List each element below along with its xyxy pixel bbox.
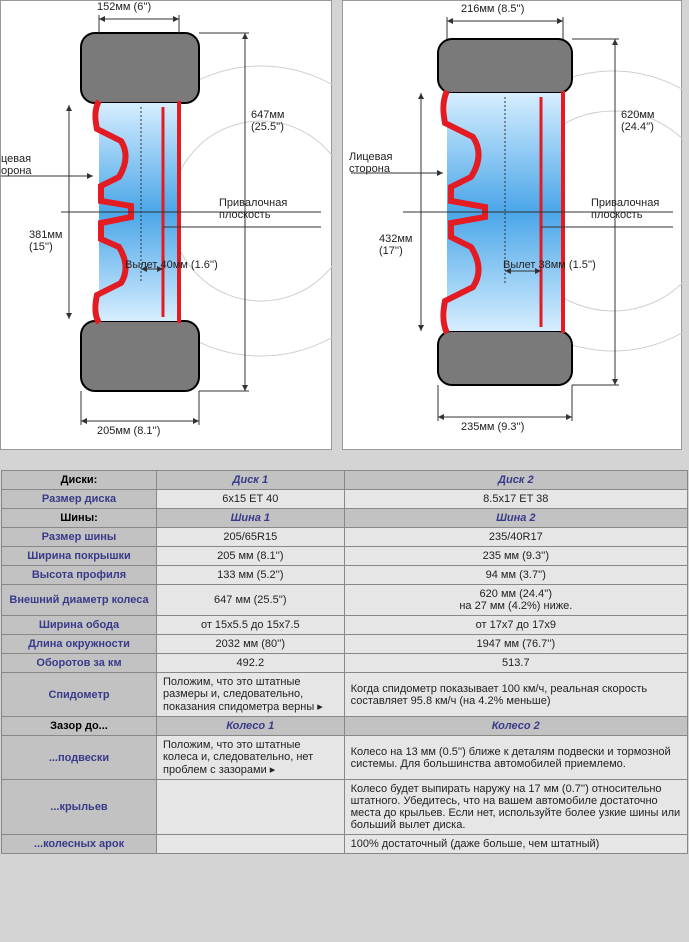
rim-diam-label-right: 432мм (17'') xyxy=(379,233,412,257)
fenders-label: ...крыльев xyxy=(2,780,157,835)
suspension-2: Колесо на 13 мм (0.5'') ближе к деталям … xyxy=(344,736,687,780)
arches-2: 100% достаточный (даже больше, чем штатн… xyxy=(344,835,687,854)
ms-l2: плоскость xyxy=(219,209,270,221)
diagram-right: 216мм (8.5'') 235мм (9.3'') 620мм (24.4'… xyxy=(342,0,682,450)
fs-l2: орона xyxy=(1,165,32,177)
wheel2-hdr: Колесо 2 xyxy=(344,717,687,736)
face-side-label-right: Лицевая сторона xyxy=(349,151,392,175)
tire2-hdr: Шина 2 xyxy=(344,509,687,528)
r-ms-l2: плоскость xyxy=(591,209,642,221)
tire-width-label: Ширина покрышки xyxy=(2,547,157,566)
r-fs-l1: Лицевая xyxy=(349,151,392,163)
rim-diam-label-left: 381мм (15'') xyxy=(29,229,62,253)
r-od-l2: (24.4'') xyxy=(621,121,654,133)
tire-width-label-right: 235мм (9.3'') xyxy=(461,421,524,433)
circ-2: 1947 мм (76.7'') xyxy=(344,635,687,654)
tire-width-1: 205 мм (8.1'') xyxy=(157,547,345,566)
diagrams-row: 152мм (6'') 205мм (8.1'') 647мм (25.5'')… xyxy=(0,0,689,450)
r-rd-l1: 432мм xyxy=(379,233,412,245)
face-side-label-left: цевая орона xyxy=(1,153,32,177)
r-od-l1: 620мм xyxy=(621,109,654,121)
disc1-hdr: Диск 1 xyxy=(157,471,345,490)
disc-size-1: 6x15 ET 40 xyxy=(157,490,345,509)
disc-size-2: 8.5x17 ET 38 xyxy=(344,490,687,509)
profile-2: 94 мм (3.7'') xyxy=(344,566,687,585)
wheel-cross-section-left xyxy=(1,1,333,451)
r-fs-l2: сторона xyxy=(349,163,390,175)
od-2-l1: 620 мм (24.4'') xyxy=(480,588,553,600)
tire-size-2: 235/40R17 xyxy=(344,528,687,547)
arches-label: ...колесных арок xyxy=(2,835,157,854)
rim-width-label-right: 216мм (8.5'') xyxy=(461,3,524,15)
suspension-label: ...подвески xyxy=(2,736,157,780)
speedo-2: Когда спидометр показывает 100 км/ч, реа… xyxy=(344,673,687,717)
disc-size-label: Размер диска xyxy=(2,490,157,509)
wheel-cross-section-right xyxy=(343,1,683,451)
tire-od-label-left: 647мм (25.5'') xyxy=(251,109,284,133)
tire-od-label-right: 620мм (24.4'') xyxy=(621,109,654,133)
od-2: 620 мм (24.4'') на 27 мм (4.2%) ниже. xyxy=(344,585,687,616)
speedo-label: Спидометр xyxy=(2,673,157,717)
rim-width-label2: Ширина обода xyxy=(2,616,157,635)
speedo-1: Положим, что это штатные размеры и, след… xyxy=(157,673,345,717)
diagram-left: 152мм (6'') 205мм (8.1'') 647мм (25.5'')… xyxy=(0,0,332,450)
suspension-1: Положим, что это штатные колеса и, следо… xyxy=(157,736,345,780)
rim-width-2: от 17x7 до 17x9 xyxy=(344,616,687,635)
r-rd-l2: (17'') xyxy=(379,245,403,257)
profile-label: Высота профиля xyxy=(2,566,157,585)
circ-label: Длина окружности xyxy=(2,635,157,654)
wheel1-hdr: Колесо 1 xyxy=(157,717,345,736)
tire-width-2: 235 мм (9.3'') xyxy=(344,547,687,566)
fs-l1: цевая xyxy=(1,153,31,165)
tires-section: Шины: xyxy=(2,509,157,528)
ms-l1: Привалочная xyxy=(219,197,287,209)
rim-d-l1: 381мм xyxy=(29,229,62,241)
tire-size-1: 205/65R15 xyxy=(157,528,345,547)
od-label: Внешний диаметр колеса xyxy=(2,585,157,616)
profile-1: 133 мм (5.2'') xyxy=(157,566,345,585)
tire-od-l2: (25.5'') xyxy=(251,121,284,133)
tire1-hdr: Шина 1 xyxy=(157,509,345,528)
gap-section: Зазор до... xyxy=(2,717,157,736)
od-1: 647 мм (25.5'') xyxy=(157,585,345,616)
tire-size-label: Размер шины xyxy=(2,528,157,547)
comparison-table: Диски: Диск 1 Диск 2 Размер диска 6x15 E… xyxy=(1,470,688,854)
circ-1: 2032 мм (80'') xyxy=(157,635,345,654)
disc2-hdr: Диск 2 xyxy=(344,471,687,490)
tire-od-l1: 647мм xyxy=(251,109,284,121)
mounting-surface-label-right: Привалочная плоскость xyxy=(591,197,659,221)
rim-width-1: от 15x5.5 до 15x7.5 xyxy=(157,616,345,635)
offset-label-left: Вылет 40мм (1.6'') xyxy=(125,259,218,271)
rev-2: 513.7 xyxy=(344,654,687,673)
rim-width-label-left: 152мм (6'') xyxy=(97,1,151,13)
mounting-surface-label-left: Привалочная плоскость xyxy=(219,197,287,221)
fenders-1 xyxy=(157,780,345,835)
r-ms-l1: Привалочная xyxy=(591,197,659,209)
tire-width-label-left: 205мм (8.1'') xyxy=(97,425,160,437)
offset-label-right: Вылет 38мм (1.5'') xyxy=(503,259,596,271)
arches-1 xyxy=(157,835,345,854)
discs-section: Диски: xyxy=(2,471,157,490)
od-2-l2: на 27 мм (4.2%) ниже. xyxy=(459,600,572,612)
rev-label: Оборотов за км xyxy=(2,654,157,673)
fenders-2: Колесо будет выпирать наружу на 17 мм (0… xyxy=(344,780,687,835)
rim-d-l2: (15'') xyxy=(29,241,53,253)
rev-1: 492.2 xyxy=(157,654,345,673)
